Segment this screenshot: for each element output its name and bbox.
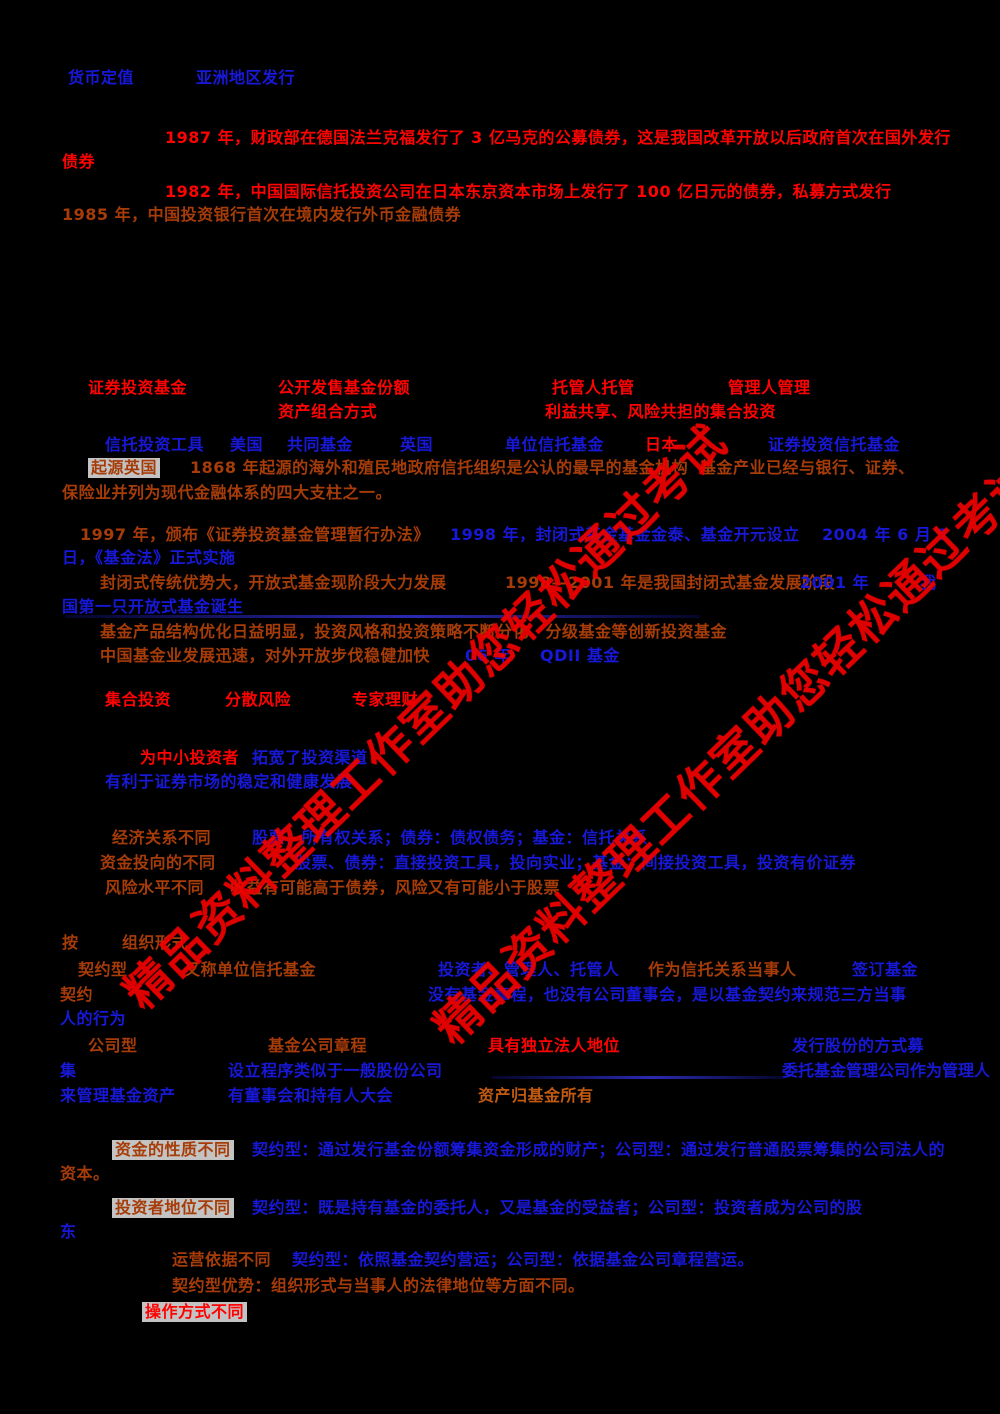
vs-capital-direction-text: 股票、债券：直接投资工具，投向实业；基金：间接投资工具，投资有价证券	[295, 853, 857, 872]
diff-operating-basis-header: 运营依据不同	[172, 1250, 272, 1269]
feature-risk-diversification: 分散风险	[225, 690, 292, 709]
origin-header: 起源英国	[88, 458, 161, 478]
dev-opening-up: 中国基金业发展迅速，对外开放步伐稳健加快	[100, 646, 431, 665]
fund-manager: 管理人管理	[728, 378, 811, 397]
corporate-charter: 基金公司章程	[268, 1036, 368, 1055]
contract-type-label: 契约型	[78, 960, 128, 979]
dev-first-open-a: 我	[920, 573, 937, 592]
contract-alias: 又称单位信托基金	[184, 960, 317, 979]
bond-history-1987-wrap: 债券	[62, 152, 96, 171]
diff-capital-nature-text-a: 契约型：通过发行基金份额筹集资金形成的财产；公司型：通过发行普通股票筹集的公司法…	[252, 1140, 946, 1159]
name-securities-trust: 证券投资信托基金	[768, 435, 901, 454]
term-issue-region: 亚洲地区发行	[196, 68, 296, 87]
contract-sign-b: 契约	[60, 985, 94, 1004]
dev-qdii: QDII 基金	[540, 646, 620, 665]
dev-1997: 1997 年，颁布《证券投资基金管理暂行办法》	[80, 525, 430, 544]
fund-public-offering: 公开发售基金份额	[278, 378, 411, 397]
vs-economic-relation-header: 经济关系不同	[112, 828, 212, 847]
underline-bar	[65, 615, 700, 618]
diff-contract-advantage: 契约型优势：组织形式与当事人的法律地位等方面不同。	[172, 1276, 585, 1295]
underline-bar	[492, 1076, 784, 1079]
feature-expert-management: 专家理财	[352, 690, 419, 709]
role-broaden-channels: 拓宽了投资渠道	[252, 748, 368, 767]
corporate-board: 有董事会和持有人大会	[228, 1086, 394, 1105]
vs-risk-level-header: 风险水平不同	[105, 878, 205, 897]
diff-capital-nature-text-b: 资本。	[60, 1164, 110, 1183]
org-form-label: 组织形式	[122, 933, 189, 952]
contract-no-charter-a: 没有基金章程，也没有公司董事会，是以基金契约来规范三方当事	[428, 985, 907, 1004]
corporate-share-issue-b: 集	[60, 1061, 77, 1080]
dev-closed-advantage: 封闭式传统优势大，开放式基金现阶段大力发展	[100, 573, 447, 592]
term-currency-denomination: 货币定值	[68, 68, 135, 87]
role-market-stability: 有利于证券市场的稳定和健康发展	[105, 772, 353, 791]
fund-portfolio-method: 资产组合方式	[278, 402, 378, 421]
corporate-legal-person: 具有独立法人地位	[488, 1036, 621, 1055]
origin-pillar-b: 保险业并列为现代金融体系的四大支柱之一。	[62, 483, 393, 502]
bond-history-1985: 1985 年，中国投资银行首次在境内发行外币金融债券	[62, 205, 462, 224]
origin-1868: 1868 年起源的海外和殖民地政府信托组织是公认的最早的基金机构	[190, 458, 689, 477]
name-trust-tool: 信托投资工具	[105, 435, 205, 454]
corporate-share-issue-a: 发行股份的方式募	[792, 1036, 925, 1055]
bond-history-1982: 1982 年，中国国际信托投资公司在日本东京资本市场上发行了 100 亿日元的债…	[165, 182, 892, 201]
dev-2004-a: 2004 年 6 月 1	[822, 525, 950, 544]
diff-capital-nature-header: 资金的性质不同	[112, 1140, 234, 1160]
diff-operating-basis-text: 契约型：依照基金契约营运；公司型：依据基金公司章程营运。	[292, 1250, 755, 1269]
diff-operation-mode-header: 操作方式不同	[142, 1302, 248, 1322]
diff-investor-status-header: 投资者地位不同	[112, 1198, 234, 1218]
corporate-entrust-manager-b: 来管理基金资产	[60, 1086, 176, 1105]
diff-investor-status-text-a: 契约型：既是持有基金的委托人，又是基金的受益者；公司型：投资者成为公司的股	[252, 1198, 863, 1217]
org-by-label: 按	[62, 933, 79, 952]
corporate-asset-ownership: 资产归基金所有	[478, 1086, 594, 1105]
corporate-setup-procedure: 设立程序类似于一般股份公司	[228, 1061, 443, 1080]
contract-parties: 投资者、管理人、托管人	[438, 960, 620, 979]
vs-economic-relation-text: 股票：所有权关系；债券：债权债务；基金：信托关系	[252, 828, 649, 847]
name-uk: 英国	[400, 435, 434, 454]
bond-history-1987: 1987 年，财政部在德国法兰克福发行了 3 亿马克的公募债券，这是我国改革开放…	[165, 128, 951, 147]
fund-shared-risk: 利益共享、风险共担的集合投资	[545, 402, 777, 421]
feature-collective-investment: 集合投资	[105, 690, 172, 709]
dev-closed-stage: 1998—2001 年是我国封闭式基金发展阶段	[505, 573, 836, 592]
role-small-investors: 为中小投资者	[140, 748, 240, 767]
corporate-type-label: 公司型	[88, 1036, 138, 1055]
diff-investor-status-text-b: 东	[60, 1222, 77, 1241]
contract-no-charter-b: 人的行为	[60, 1009, 127, 1028]
origin-pillar-a: 基金产业已经与银行、证券、	[700, 458, 915, 477]
name-usa: 美国	[230, 435, 264, 454]
name-unit-trust: 单位信托基金	[505, 435, 605, 454]
vs-risk-level-text: 收益有可能高于债券，风险又有可能小于股票	[230, 878, 561, 897]
contract-trust-parties: 作为信托关系当事人	[648, 960, 797, 979]
name-mutual-fund: 共同基金	[287, 435, 354, 454]
fund-term: 证券投资基金	[88, 378, 188, 397]
dev-2001: 2001 年	[800, 573, 870, 592]
dev-2004-b: 日，《基金法》正式实施	[62, 548, 236, 567]
name-japan: 日本	[645, 435, 679, 454]
dev-2006: 06 年	[465, 646, 511, 665]
dev-product-structure: 基金产品结构优化日益明显，投资风格和投资策略不断分化 分级基金等创新投资基金	[100, 622, 728, 641]
dev-first-open-b: 国第一只开放式基金诞生	[62, 597, 244, 616]
corporate-entrust-manager-a: 委托基金管理公司作为管理人	[782, 1061, 991, 1080]
vs-capital-direction-header: 资金投向的不同	[100, 853, 216, 872]
dev-1998: 1998 年，封闭式基金基金金泰、基金开元设立	[450, 525, 800, 544]
fund-custodian: 托管人托管	[552, 378, 635, 397]
contract-sign-a: 签订基金	[852, 960, 919, 979]
